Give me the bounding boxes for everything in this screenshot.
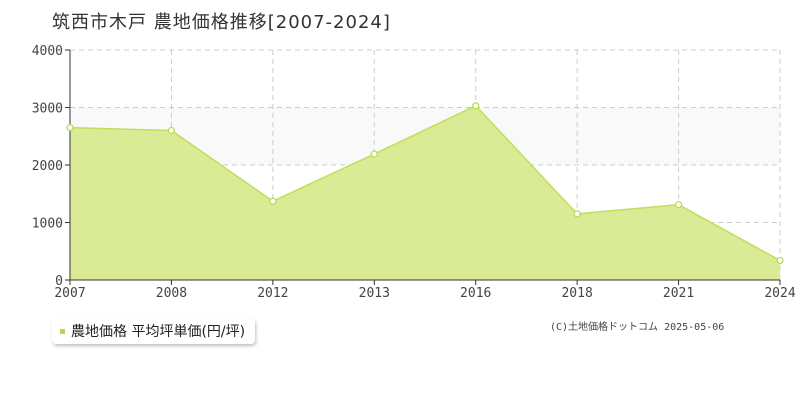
chart-title: 筑西市木戸 農地価格推移[2007-2024] [52,12,391,33]
data-point [674,201,683,209]
copyright-text: (C)土地価格ドットコム 2025-05-06 [550,322,725,333]
x-tick-label: 2016 [460,286,491,301]
x-tick-labels: 2007 2008 2012 2013 2016 2018 2021 2024 [54,286,795,301]
x-tick-label: 2021 [663,286,694,301]
x-tick-label: 2007 [54,286,85,301]
y-tick-label: 4000 [32,44,63,59]
x-tick-label: 2013 [359,286,390,301]
x-tick-label: 2008 [156,286,187,301]
x-tick-label: 2012 [257,286,288,301]
legend-swatch [60,328,65,334]
y-tick-label: 1000 [32,217,63,232]
data-point [573,210,581,218]
y-tick-label: 3000 [32,102,63,117]
legend-label: 農地価格 平均坪単価(円/坪) [71,324,246,340]
series-line [69,104,781,262]
data-markers [66,102,784,265]
y-tick-labels: 0 1000 2000 3000 4000 [32,44,63,289]
y-tick-label: 2000 [32,159,63,174]
data-point [167,126,176,135]
data-point [776,256,784,265]
axes [65,49,781,285]
area-fill [70,105,780,281]
y-tick-label: 0 [55,274,63,289]
x-tick-label: 2018 [561,286,592,301]
x-tick-label: 2024 [764,286,795,301]
data-point [370,150,378,158]
legend: 農地価格 平均坪単価(円/坪) [52,318,256,344]
data-point [66,124,74,132]
data-point [269,197,277,205]
data-point [472,102,480,110]
